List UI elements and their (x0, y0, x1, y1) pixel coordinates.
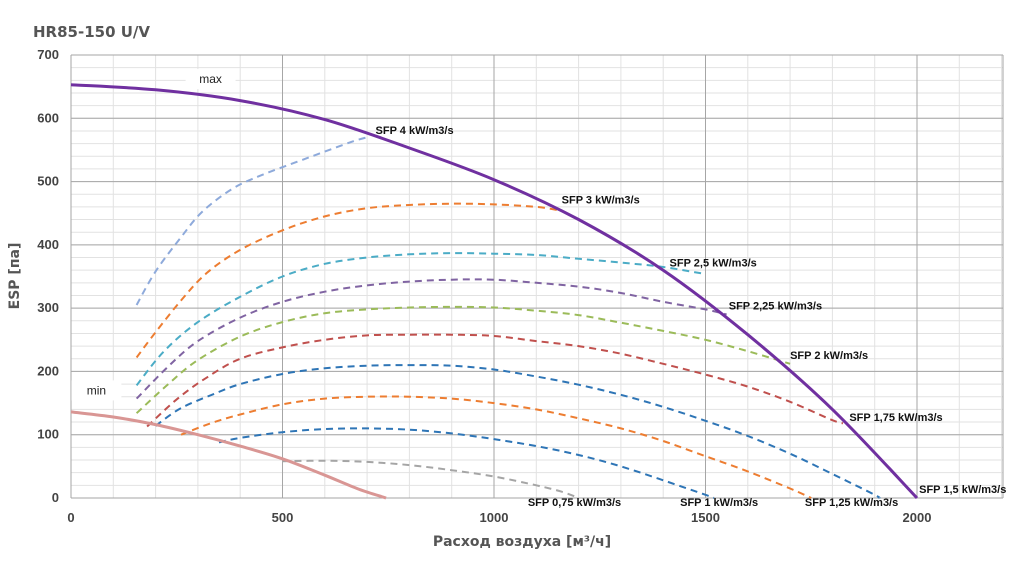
x-tick-label: 1000 (480, 510, 509, 525)
y-tick-label: 0 (52, 490, 59, 505)
y-tick-label: 400 (37, 237, 59, 252)
curve-label-0: SFP 4 kW/m3/s (376, 125, 454, 137)
y-tick-label: 700 (37, 47, 59, 62)
x-axis-label: Расход воздуха [м³/ч] (433, 534, 611, 550)
curve-label-6: SFP 1,5 kW/m3/s (919, 484, 1006, 496)
curve-label-1: SFP 3 kW/m3/s (562, 195, 640, 207)
tag-min: min (87, 383, 106, 397)
sfp-series-line-2 (135, 252, 702, 387)
x-tick-label: 1500 (691, 510, 720, 525)
fan-curve-min (70, 410, 387, 500)
curve-label-9: SFP 0,75 kW/m3/s (528, 497, 621, 509)
y-tick-label: 100 (37, 427, 59, 442)
tag-bg-max (185, 69, 236, 90)
sfp-series-line-3 (135, 278, 727, 400)
fan-curves-group (70, 83, 919, 500)
y-tick-label: 500 (37, 174, 59, 189)
chart-title: HR85-150 U/V (33, 23, 150, 41)
sfp-series-line-0 (135, 136, 368, 306)
minor-grid (70, 54, 1003, 499)
sfp-series-line-5 (146, 333, 844, 428)
sfp-series-group (135, 136, 881, 499)
tag-bg-min (71, 380, 122, 401)
sfp-series-line-4 (135, 305, 791, 414)
curve-label-2: SFP 2,5 kW/m3/s (670, 257, 757, 269)
y-axis-ticks: 0 100 200 300 400 500 600 700 (37, 47, 59, 505)
sfp-series-line-1 (135, 202, 558, 359)
sfp-series-line-9 (282, 459, 579, 499)
x-axis-ticks: 0 500 1000 1500 2000 (67, 510, 931, 525)
y-tick-label: 200 (37, 363, 59, 378)
sfp-series-line-8 (218, 427, 715, 499)
x-tick-label: 2000 (903, 510, 932, 525)
fan-curve-max (70, 83, 919, 500)
tag-max: max (199, 72, 222, 86)
curve-label-4: SFP 2 kW/m3/s (790, 350, 868, 362)
sfp-series-line-6 (155, 364, 881, 499)
sfp-series-line-7 (180, 395, 812, 499)
curve-labels-group: SFP 4 kW/m3/s SFP 3 kW/m3/s SFP 2,5 kW/m3/… (376, 125, 1007, 509)
x-tick-label: 500 (272, 510, 294, 525)
y-tick-label: 300 (37, 300, 59, 315)
curve-label-7: SFP 1,25 kW/m3/s (805, 497, 898, 509)
curve-label-3: SFP 2,25 kW/m3/s (729, 300, 822, 312)
curve-label-8: SFP 1 kW/m3/s (680, 497, 758, 509)
x-tick-label: 0 (67, 510, 74, 525)
y-axis-label: ESP [па] (7, 243, 23, 310)
tags-group: max min (71, 69, 236, 401)
curve-label-5: SFP 1,75 kW/m3/s (849, 412, 942, 424)
major-grid (70, 54, 1004, 499)
y-tick-label: 600 (37, 110, 59, 125)
